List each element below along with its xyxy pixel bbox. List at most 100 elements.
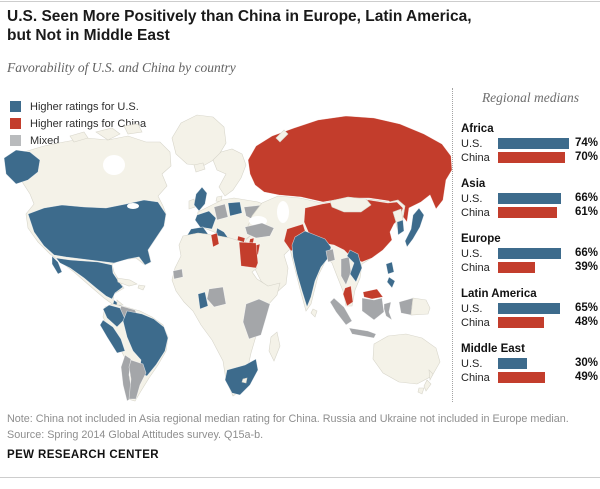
legend-label: Higher ratings for U.S. (30, 100, 139, 113)
row-value: 30% (575, 357, 599, 369)
country-papua-new-guinea (410, 297, 431, 316)
country-honduras (116, 299, 124, 306)
legend-label: Higher ratings for China (30, 117, 147, 130)
us-bar (498, 358, 527, 369)
footnote: Note: China not included in Asia regiona… (7, 411, 597, 443)
regional-medians-panel: Regional medians Africa U.S. 74% China 7… (461, 90, 600, 398)
bottom-rule (0, 477, 600, 478)
row-label: China (461, 317, 490, 329)
row-label: China (461, 207, 490, 219)
country-peru (99, 319, 126, 354)
china-bar (498, 317, 545, 328)
us-bar (498, 303, 561, 314)
country-malaysia-peninsula (342, 285, 354, 307)
world-map (0, 108, 455, 404)
legend-item-mixed: Mixed (10, 132, 146, 149)
country-tunisia (210, 232, 220, 248)
country-cuba (116, 277, 138, 287)
row-value: 65% (575, 302, 599, 314)
country-sri-lanka (310, 308, 318, 318)
country-japan (404, 207, 425, 248)
title-line-2: but Not in Middle East (7, 27, 170, 45)
legend-item-china: Higher ratings for China (10, 115, 146, 132)
country-poland (227, 201, 243, 217)
row-label: U.S. (461, 193, 483, 205)
region-name: Latin America (461, 288, 537, 300)
country-russia (247, 115, 453, 223)
china-bar (498, 262, 536, 273)
arctic-island (69, 131, 89, 143)
region-group-asia: Asia U.S. 66% China 61% (461, 178, 600, 220)
hudson-bay (103, 155, 125, 175)
pew-research-center-wordmark: PEW RESEARCH CENTER (7, 449, 160, 461)
map-legend: Higher ratings for U.S. Higher ratings f… (10, 98, 146, 149)
country-vietnam (346, 249, 363, 283)
bar-row-us: U.S. 66% (461, 247, 600, 261)
country-senegal (172, 268, 184, 280)
country-south-africa (224, 358, 259, 396)
country-ghana (197, 291, 209, 310)
region-group-europe: Europe U.S. 66% China 39% (461, 233, 600, 275)
row-label: China (461, 262, 490, 274)
row-value: 66% (575, 192, 599, 204)
world-map-svg (3, 114, 453, 402)
row-label: U.S. (461, 358, 483, 370)
caspian-sea (277, 201, 289, 223)
us-bar (498, 138, 570, 149)
country-india (291, 230, 332, 308)
legend-label: Mixed (30, 134, 60, 147)
row-value: 61% (575, 206, 599, 218)
country-alaska (3, 149, 41, 185)
country-turkey (244, 222, 275, 239)
country-brazil (122, 310, 169, 377)
row-value: 39% (575, 261, 599, 273)
bar-row-us: U.S. 74% (461, 137, 600, 151)
country-germany (213, 203, 229, 221)
us-color-swatch (10, 101, 21, 112)
country-colombia (102, 304, 126, 328)
country-indonesia-sulawesi (383, 301, 393, 321)
bar-row-china: China 70% (461, 151, 600, 165)
country-indonesia-sumatra (329, 297, 353, 326)
bar-row-us: U.S. 30% (461, 357, 600, 371)
country-france (194, 210, 217, 230)
row-value: 70% (575, 151, 599, 163)
country-indonesia-kalimantan (361, 297, 385, 321)
bar-row-china: China 49% (461, 371, 600, 385)
country-malaysia-borneo (362, 288, 384, 300)
legend-item-us: Higher ratings for U.S. (10, 98, 146, 115)
bar-row-us: U.S. 66% (461, 192, 600, 206)
source-line: Source: Spring 2014 Global Attitudes sur… (7, 429, 264, 442)
china-color-swatch (10, 118, 21, 129)
row-value: 49% (575, 371, 599, 383)
country-uk (193, 186, 208, 212)
page-title: U.S. Seen More Positively than China in … (7, 7, 567, 46)
country-australia (372, 333, 441, 385)
country-south-korea (396, 219, 405, 236)
mixed-color-swatch (10, 135, 21, 146)
us-bar (498, 193, 562, 204)
region-group-middle-east: Middle East U.S. 30% China 49% (461, 343, 600, 385)
region-east-africa (242, 298, 271, 340)
region-name: Asia (461, 178, 486, 190)
row-value: 48% (575, 316, 599, 328)
country-mongolia (329, 196, 372, 213)
country-philippines (385, 261, 395, 275)
region-name: Europe (461, 233, 501, 245)
bar-row-us: U.S. 65% (461, 302, 600, 316)
row-label: U.S. (461, 248, 483, 260)
country-madagascar (268, 331, 281, 362)
us-bar (498, 248, 562, 259)
region-group-africa: Africa U.S. 74% China 70% (461, 123, 600, 165)
great-lakes (127, 203, 139, 209)
country-egypt (238, 241, 259, 269)
country-indonesia-java (348, 327, 377, 339)
row-label: U.S. (461, 303, 483, 315)
arctic-island (123, 123, 143, 135)
arctic-island (95, 127, 121, 141)
country-philippines-south (386, 276, 396, 289)
country-baja (51, 255, 63, 275)
china-bar (498, 152, 566, 163)
bar-row-china: China 39% (461, 261, 600, 275)
